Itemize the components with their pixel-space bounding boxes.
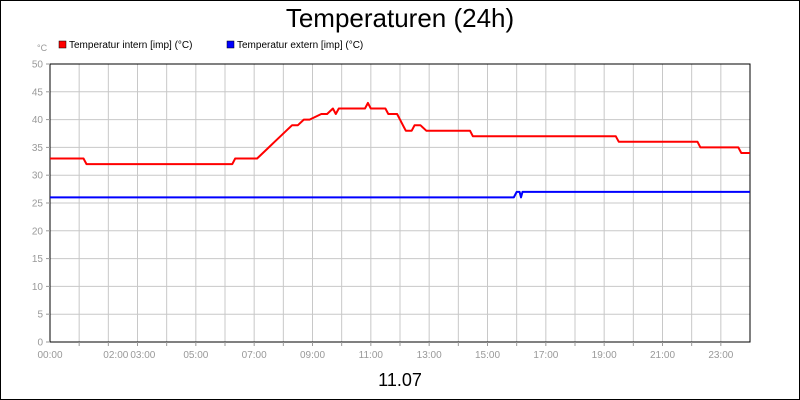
x-tick-label: 21:00 <box>650 350 675 361</box>
x-tick-label: 05:00 <box>183 350 208 361</box>
y-axis: 0 5 10 15 20 25 30 35 40 45 50 <box>32 60 50 349</box>
x-tick-label: 11:00 <box>359 350 384 361</box>
x-tick-label: 15:00 <box>475 350 500 361</box>
y-tick-label: 35 <box>32 143 44 154</box>
x-tick-label: 13:00 <box>417 350 442 361</box>
y-tick-label: 50 <box>32 60 44 71</box>
legend-swatch <box>58 40 67 49</box>
x-tick-label: 07:00 <box>242 350 267 361</box>
x-axis-label: 11.07 <box>378 370 422 390</box>
legend: Temperatur intern [imp] (°C) Temperatur e… <box>58 40 363 51</box>
x-tick-label: 03:00 <box>130 350 155 361</box>
y-tick-label: 10 <box>32 282 44 293</box>
y-tick-label: 5 <box>37 310 43 321</box>
x-tick-label: 23:00 <box>708 350 733 361</box>
series-lines <box>50 101 750 199</box>
x-tick-label: 17:00 <box>533 350 558 361</box>
y-unit-label: °C <box>37 43 48 53</box>
x-tick-label: 19:00 <box>592 350 617 361</box>
y-tick-label: 0 <box>37 338 43 349</box>
x-axis: 00:00 02:00 03:00 05:00 07:00 09:00 11:00 13:00… <box>37 342 734 361</box>
x-tick-label: 00:00 <box>37 350 62 361</box>
chart-title: Temperaturen (24h) <box>286 3 514 33</box>
legend-label: Temperatur extern [imp] (°C) <box>237 40 363 51</box>
x-tick-label: 02:00 <box>103 350 128 361</box>
y-tick-label: 25 <box>32 199 44 210</box>
y-tick-label: 20 <box>32 226 44 237</box>
legend-label: Temperatur intern [imp] (°C) <box>69 40 192 51</box>
grid-lines <box>50 64 750 342</box>
series-line <box>50 101 750 166</box>
y-tick-label: 30 <box>32 171 44 182</box>
x-tick-label: 09:00 <box>300 350 325 361</box>
legend-swatch <box>226 40 235 49</box>
series-line <box>50 190 750 199</box>
y-tick-label: 40 <box>32 115 44 126</box>
y-tick-label: 15 <box>32 254 44 265</box>
y-tick-label: 45 <box>32 87 44 98</box>
